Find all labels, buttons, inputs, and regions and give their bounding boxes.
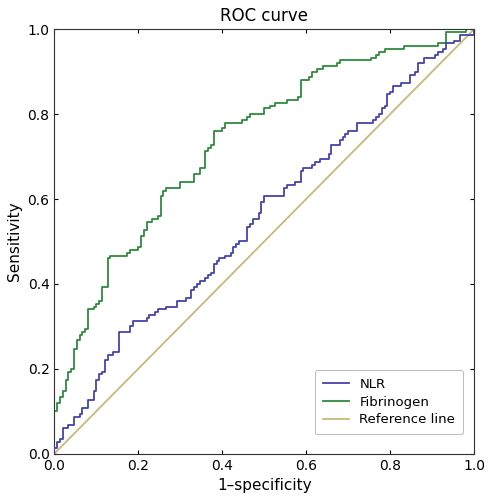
NLR — [446, 40, 452, 46]
Fibrinogen — [443, 38, 449, 44]
NLR — [384, 97, 390, 103]
NLR — [471, 26, 477, 32]
Line: Fibrinogen: Fibrinogen — [54, 30, 474, 454]
X-axis label: 1–specificity: 1–specificity — [217, 478, 311, 493]
Title: ROC curve: ROC curve — [220, 7, 308, 25]
NLR — [443, 44, 449, 50]
Line: NLR: NLR — [54, 30, 474, 454]
Fibrinogen — [471, 26, 477, 32]
Fibrinogen — [421, 44, 427, 50]
Fibrinogen — [462, 26, 468, 32]
Fibrinogen — [124, 250, 130, 256]
NLR — [51, 450, 57, 456]
NLR — [471, 26, 477, 32]
Fibrinogen — [440, 40, 446, 46]
Legend: NLR, Fibrinogen, Reference line: NLR, Fibrinogen, Reference line — [314, 370, 463, 434]
NLR — [432, 54, 438, 60]
Fibrinogen — [51, 450, 57, 456]
NLR — [331, 142, 337, 148]
Fibrinogen — [286, 97, 292, 103]
NLR — [175, 300, 181, 306]
Y-axis label: Sensitivity: Sensitivity — [7, 202, 22, 281]
Fibrinogen — [345, 58, 351, 64]
